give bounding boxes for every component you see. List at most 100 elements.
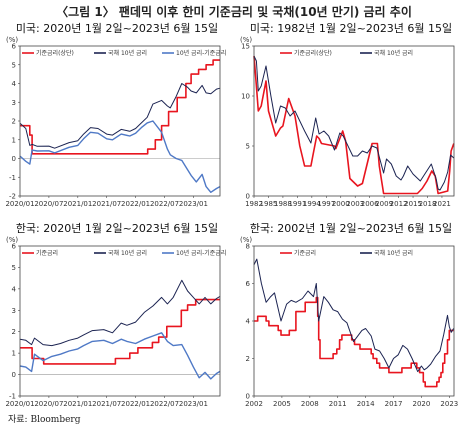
legend-label: 국채 10년 금리 [108,249,147,257]
y-tick-label: 6 [246,280,251,288]
x-tick-label: 2003 [346,200,364,208]
chart-panel-us-1982: 미국: 1982년 1월 2일~2023년 6월 15일 (%) 0 5 10 15 198… [234,18,468,218]
x-tick-label: 2009 [375,200,393,208]
y-tick-label: 4 [246,318,251,326]
plot-frame [19,245,221,397]
x-tick-label: 2020/01 [5,200,34,208]
x-tick-label: 2005 [273,400,291,408]
x-tick-label: 2021 [433,200,451,208]
x-tick-label: 2020/07 [34,200,63,208]
x-tick-label: 2017 [385,400,403,408]
y-tick-label: 0 [246,393,250,401]
x-tick-label: 2008 [301,400,319,408]
y-tick-label: 0 [12,155,16,163]
legend-label: 기준금리(상단) [36,49,74,57]
series-line-1 [254,296,454,388]
y-unit-label: (%) [240,36,252,44]
y-unit-label: (%) [6,36,18,44]
x-tick-label: 2022/01 [121,200,150,208]
chart-panel-kr-2002: 한국: 2002년 1월 2일~2023년 6월 15일 (%) 0 2 4 6 8 2002… [234,218,468,418]
plot-frame [19,45,221,197]
y-tick-label: 8 [246,243,250,251]
y-tick-label: 5 [246,143,250,151]
legend-label: 기준금리 [36,249,58,257]
plot-frame [253,45,455,197]
y-tick-label: 1 [12,136,16,144]
x-tick-label: 2000 [332,200,350,208]
x-tick-label: 2006 [361,200,379,208]
series-line-2 [253,55,455,191]
series-line-1 [253,55,455,195]
legend-label: 10년 금리-기준금리 [176,249,226,257]
series-line-2 [253,258,455,373]
legend-label: 국채 10년 금리 [374,49,413,57]
x-tick-label: 2020/01 [5,400,34,408]
x-tick-label: 1991 [288,200,306,208]
x-tick-label: 2022/07 [150,400,179,408]
y-tick-label: 5 [12,61,16,69]
x-tick-label: 2020 [413,400,431,408]
x-tick-label: 1997 [317,200,335,208]
y-tick-label: 10 [241,93,250,101]
chart-svg: 한국: 2020년 1월 2일~2023년 6월 15일(%) -1 0 1 2 3 4 5 6… [5,221,226,408]
y-tick-label: 6 [12,43,17,51]
y-tick-label: 0 [12,371,16,379]
y-tick-label: 2 [246,355,250,363]
x-tick-label: 1994 [303,200,321,208]
legend-label: 국채 10년 금리 [374,249,413,257]
chart-panel-kr-2020: 한국: 2020년 1월 2일~2023년 6월 15일 (%) -1 0 1 2 3 4 5 6… [0,218,234,418]
x-tick-label: 2021/01 [63,200,92,208]
series-line-3 [19,120,221,193]
y-unit-label: (%) [6,236,18,244]
series-line-1 [20,59,220,155]
x-tick-label: 2022/01 [121,400,150,408]
y-tick-label: 1 [12,350,16,358]
x-tick-label: 2021/07 [92,200,121,208]
y-tick-label: -2 [9,193,16,201]
x-tick-label: 2012 [390,200,408,208]
x-tick-label: 2018 [419,200,437,208]
x-tick-label: 2021/01 [63,400,92,408]
x-tick-label: 2014 [357,400,375,408]
series-line-2 [19,279,221,347]
chart-title: 미국: 2020년 1월 2일~2023년 6월 15일 [16,21,218,35]
y-tick-label: 6 [12,243,17,251]
y-tick-label: -1 [9,393,16,401]
series-line-2 [19,83,221,149]
plot-frame [253,245,455,397]
chart-svg: 미국: 1982년 1월 2일~2023년 6월 15일(%) 0 5 10 15 198… [240,21,455,208]
source-note: 자료: Bloomberg [8,415,81,425]
y-tick-label: -1 [9,174,16,182]
x-tick-label: 2011 [329,400,347,408]
y-tick-label: 15 [241,43,250,51]
x-tick-label: 2023 [440,400,458,408]
chart-panel-us-2020: 미국: 2020년 1월 2일~2023년 6월 15일 (%) -2 -1 0 1 2 3 4… [0,18,234,218]
x-tick-label: 2020/07 [34,400,63,408]
y-unit-label: (%) [240,236,252,244]
x-tick-label: 1985 [260,200,278,208]
x-tick-label: 2002 [245,400,263,408]
chart-title: 미국: 1982년 1월 2일~2023년 6월 15일 [250,21,452,35]
x-tick-label: 1988 [274,200,292,208]
y-tick-label: 3 [12,307,16,315]
y-tick-label: 4 [12,80,17,88]
y-tick-label: 5 [12,264,16,272]
series-line-3 [19,332,221,380]
x-tick-label: 2022/07 [150,200,179,208]
chart-title: 한국: 2002년 1월 2일~2023년 6월 15일 [250,221,452,235]
chart-svg: 미국: 2020년 1월 2일~2023년 6월 15일(%) -2 -1 0 1 2 3 4… [5,21,226,208]
y-tick-label: 0 [246,193,250,201]
x-tick-label: 2023/01 [179,200,208,208]
y-tick-label: 2 [12,118,16,126]
series-line-1 [20,298,220,365]
chart-title: 한국: 2020년 1월 2일~2023년 6월 15일 [16,221,218,235]
y-tick-label: 3 [12,99,16,107]
legend-label: 10년 금리-기준금리 [176,49,226,57]
x-tick-label: 2015 [404,200,422,208]
x-tick-label: 2023/01 [179,400,208,408]
legend-label: 국채 10년 금리 [108,49,147,57]
chart-svg: 한국: 2002년 1월 2일~2023년 6월 15일(%) 0 2 4 6 8 2002… [240,221,458,408]
x-tick-label: 1982 [245,200,263,208]
legend-label: 기준금리 [294,249,316,257]
legend-label: 기준금리(상단) [294,49,332,57]
